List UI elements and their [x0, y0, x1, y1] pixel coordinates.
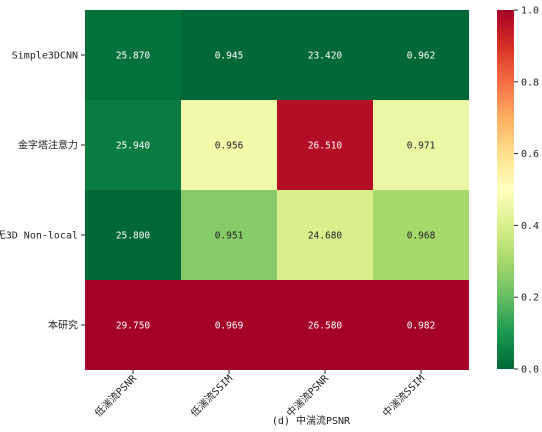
- heatmap-cell: [85, 10, 181, 100]
- heatmap-cell: [85, 100, 181, 190]
- heatmap-cell: [277, 10, 373, 100]
- cell-value-label: 0.982: [407, 321, 436, 332]
- chart-caption: (d) 中湍流PSNR: [272, 414, 351, 427]
- heatmap-cell: [85, 280, 181, 370]
- colorbar-tick-label: 0.6: [521, 149, 539, 160]
- row-label: 无3D Non-local: [0, 231, 78, 242]
- column-label: 中湍流SSIM: [380, 372, 427, 419]
- cell-value-label: 0.968: [407, 231, 436, 242]
- colorbar: [497, 10, 514, 369]
- cell-value-label: 0.956: [215, 141, 244, 152]
- column-label: 中湍流PSNR: [284, 371, 332, 419]
- column-label: 低湍流PSNR: [92, 371, 140, 419]
- cell-value-label: 24.680: [308, 231, 343, 242]
- colorbar-tick-label: 0.0: [521, 365, 539, 376]
- heatmap-cell: [85, 190, 181, 280]
- heatmap-cell: [373, 280, 469, 370]
- colorbar-ticks: 0.0 0.2 0.4 0.6 0.8 1.0: [514, 6, 539, 376]
- cell-value-label: 25.940: [116, 141, 151, 152]
- cell-value-label: 0.951: [215, 231, 244, 242]
- heatmap-cell: [277, 190, 373, 280]
- column-label: 低湍流SSIM: [188, 372, 235, 419]
- cell-value-label: 26.580: [308, 321, 343, 332]
- cell-value-label: 23.420: [308, 51, 343, 62]
- heatmap-cell: [373, 100, 469, 190]
- colorbar-tick-label: 0.2: [521, 293, 539, 304]
- heatmap-cell: [277, 280, 373, 370]
- row-label: Simple3DCNN: [12, 51, 78, 62]
- colorbar-tick-label: 0.8: [521, 77, 539, 88]
- cell-value-label: 0.962: [407, 51, 436, 62]
- cell-value-label: 0.969: [215, 321, 244, 332]
- cell-value-label: 26.510: [308, 141, 343, 152]
- cell-value-label: 0.945: [215, 51, 244, 62]
- heatmap-cell: [181, 280, 277, 370]
- colorbar-tick-label: 0.4: [521, 221, 539, 232]
- heatmap-cell: [373, 190, 469, 280]
- heatmap-cell: [181, 190, 277, 280]
- heatmap-cell: [373, 10, 469, 100]
- heatmap-cell: [181, 100, 277, 190]
- column-labels: 低湍流PSNR 低湍流SSIM 中湍流PSNR 中湍流SSIM: [92, 370, 427, 419]
- cell-value-label: 0.971: [407, 141, 436, 152]
- colorbar-tick-label: 1.0: [521, 6, 539, 17]
- row-label: 金字塔注意力: [18, 139, 78, 152]
- cell-value-label: 25.800: [116, 231, 151, 242]
- heatmap-cells: 25.870 0.945 23.420 0.962 25.940 0.956 26.510 0…: [85, 10, 469, 370]
- heatmap-cell: [181, 10, 277, 100]
- row-label: 本研究: [48, 319, 78, 332]
- cell-value-label: 25.870: [116, 51, 151, 62]
- cell-value-label: 29.750: [116, 321, 151, 332]
- heatmap-cell: [277, 100, 373, 190]
